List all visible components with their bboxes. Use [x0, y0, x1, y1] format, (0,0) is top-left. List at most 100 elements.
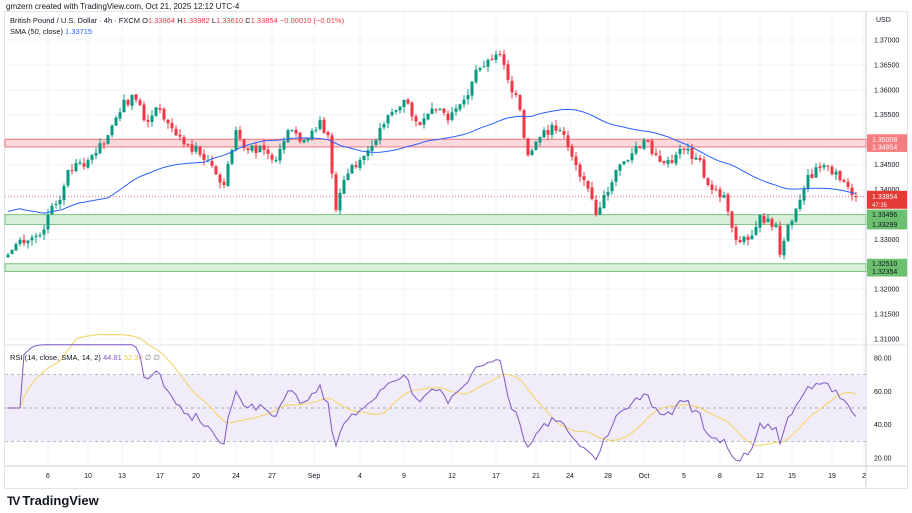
candle-body [754, 226, 758, 235]
candle-body [750, 235, 754, 240]
candle-body [450, 112, 454, 120]
candle-body [114, 117, 118, 126]
candle-body [822, 165, 826, 168]
candle-body [210, 160, 214, 166]
candle-body [666, 160, 670, 164]
rsi-tick-label: 20.00 [874, 456, 892, 463]
price-tick-label: 1.35500 [874, 112, 899, 119]
candle-body [94, 153, 98, 156]
candle-body [50, 205, 54, 215]
candle-body [146, 119, 150, 122]
rsi-tick-label: 40.00 [874, 422, 892, 429]
rsi-extra-1: ∅ [144, 353, 152, 362]
sma-label[interactable]: SMA (50, close) [10, 27, 63, 36]
time-tick-label: 15 [788, 473, 796, 480]
candle-body [270, 154, 274, 160]
time-tick-label: 5 [682, 473, 686, 480]
change-value: −0.00010 (−0.01%) [279, 16, 345, 25]
candle-body [242, 139, 246, 149]
currency-label: USD [876, 17, 891, 24]
candle-body [338, 192, 342, 211]
candle-body [190, 144, 194, 152]
price-tick-label: 1.33000 [874, 237, 899, 244]
candle-body [550, 124, 554, 135]
candle-body [198, 146, 202, 155]
rsi-line [8, 344, 857, 462]
candle-body [334, 174, 338, 210]
candle-body [54, 203, 58, 205]
candle-body [714, 189, 718, 191]
candle-body [398, 106, 402, 111]
candle-body [130, 94, 134, 106]
candle-body [850, 187, 854, 196]
candle-body [86, 160, 90, 168]
candle-body [298, 132, 302, 142]
candle-body [138, 100, 142, 105]
candle-body [738, 239, 742, 243]
candle-body [430, 108, 434, 114]
candle-body [818, 166, 822, 169]
sma-line [7, 108, 857, 214]
candle-body [18, 239, 22, 244]
time-tick-label: Sep [308, 473, 321, 480]
candle-body [662, 161, 666, 164]
candle-body [58, 199, 62, 205]
candle-body [266, 149, 270, 154]
candle-body [814, 167, 818, 178]
candle-body [498, 53, 502, 55]
candle-body [434, 109, 438, 111]
candle-body [770, 218, 774, 227]
candle-body [578, 164, 582, 177]
zone-price-tag [867, 209, 907, 220]
candle-body [554, 125, 558, 131]
candle-body [370, 145, 374, 152]
candle-body [10, 249, 14, 255]
candle-body [726, 194, 730, 212]
last-price-tag [867, 190, 907, 209]
candle-body [570, 145, 574, 157]
candle-body [158, 108, 162, 110]
time-tick-label: 13 [118, 473, 126, 480]
zone-price-tag [867, 258, 907, 269]
candle-body [250, 145, 254, 151]
rsi-value: 44.81 [102, 353, 122, 362]
rsi-legend: RSI (14, close, SMA, 14, 2) 44.81 52.30 … [10, 353, 160, 362]
candle-body [166, 119, 170, 124]
open-value: 1.33864 [147, 16, 176, 25]
candle-body [510, 80, 514, 93]
price-tick-label: 1.32000 [874, 287, 899, 294]
candle-body [278, 148, 282, 161]
candle-body [134, 94, 138, 100]
candle-body [698, 157, 702, 161]
zone-price-label: 1.35008 [872, 137, 897, 144]
candle-body [374, 140, 378, 145]
tradingview-logo[interactable]: TV TradingView [7, 493, 99, 508]
low-value: 1.33610 [216, 16, 244, 25]
candle-body [226, 163, 230, 186]
candle-body [854, 195, 858, 197]
time-tick-label: 8 [718, 473, 722, 480]
zone-price-label: 1.32354 [872, 269, 897, 276]
candle-body [194, 145, 198, 152]
rsi-ma-line [8, 333, 857, 447]
candle-body [98, 143, 102, 154]
time-tick-label: 27 [268, 473, 276, 480]
candle-body [422, 118, 426, 125]
candle-body [358, 160, 362, 168]
candle-body [574, 156, 578, 166]
candle-body [74, 162, 78, 172]
time-tick-label: 4 [358, 473, 362, 480]
close-value: 1.33854 [250, 16, 278, 25]
candle-body [798, 199, 802, 209]
candle-body [462, 99, 466, 105]
candle-body [294, 129, 298, 134]
candle-body [354, 165, 358, 167]
symbol-label[interactable]: British Pound / U.S. Dollar · 4h · FXCM [10, 16, 141, 25]
candle-body [22, 239, 26, 244]
candle-body [454, 108, 458, 112]
zone-price-label: 1.33496 [872, 212, 897, 219]
candle-body [418, 122, 422, 126]
rsi-label[interactable]: RSI (14, close, SMA, 14, 2) [10, 353, 101, 362]
candle-body [706, 178, 710, 186]
